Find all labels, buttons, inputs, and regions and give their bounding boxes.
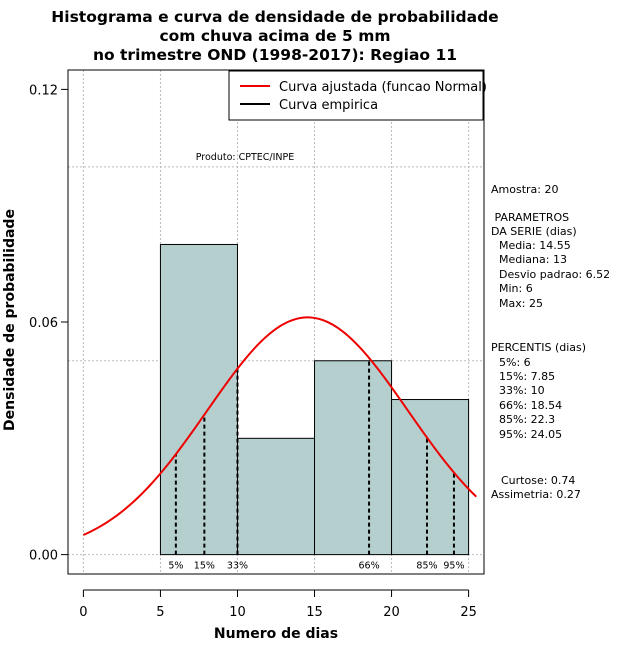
x-tick-label: 15	[306, 605, 323, 620]
percentile-label: 95%	[443, 561, 464, 572]
x-tick-label: 5	[156, 605, 164, 620]
side-panel: Amostra: 20 PARAMETROS DA SERIE (dias) M…	[491, 183, 610, 501]
params-header-line-2: DA SERIE (dias)	[491, 225, 577, 238]
x-tick-label: 0	[79, 605, 87, 620]
y-tick-label: 0.12	[29, 83, 58, 98]
normal-curve-path	[82, 316, 478, 536]
histogram-bars	[159, 243, 470, 556]
params-header-line-1: PARAMETROS	[491, 211, 569, 224]
y-axis-title: Densidade de probabilidade	[2, 209, 18, 431]
param-media: Media: 14.55	[499, 239, 571, 252]
legend-box	[228, 70, 484, 121]
histogram-bar	[314, 360, 393, 556]
x-tick-label: 25	[460, 605, 477, 620]
percentile-label: 33%	[227, 561, 248, 572]
histogram-bar	[159, 243, 238, 556]
percentile-label: 85%	[416, 561, 437, 572]
curtose: Curtose: 0.74	[501, 474, 575, 487]
credit-text: Produto: CPTEC/INPE	[196, 152, 295, 163]
histogram-bar	[391, 399, 470, 556]
y-tick-label: 0.06	[29, 316, 58, 331]
x-tick-label: 10	[229, 605, 246, 620]
normal-curve	[82, 316, 478, 536]
percentil-15: 15%: 7.85	[499, 370, 555, 383]
percentile-markers: 5% 15% 33% 66% 85% 95%	[168, 357, 465, 572]
axes: 0 5 10 15 20 25 0.00 0.06 0.12	[29, 83, 477, 620]
assimetria: Assimetria: 0.27	[491, 488, 581, 501]
sample-size: Amostra: 20	[491, 183, 558, 196]
x-axis-title: Numero de dias	[214, 626, 338, 642]
param-desvio: Desvio padrao: 6.52	[499, 268, 610, 281]
percentile-label: 5%	[168, 561, 183, 572]
chart-title-line-3: no trimestre OND (1998-2017): Regiao 11	[93, 46, 457, 64]
y-tick-label: 0.00	[29, 549, 58, 564]
percentile-label: 15%	[194, 561, 215, 572]
param-min: Min: 6	[499, 282, 533, 295]
percentil-66: 66%: 18.54	[499, 399, 562, 412]
percentil-5: 5%: 6	[499, 356, 531, 369]
percentil-33: 33%: 10	[499, 384, 545, 397]
legend-label-normal: Curva ajustada (funcao Normal)	[279, 80, 487, 95]
legend-label-empirical: Curva empirica	[279, 98, 378, 113]
percentil-95: 95%: 24.05	[499, 428, 562, 441]
percentis-header: PERCENTIS (dias)	[491, 341, 586, 354]
param-mediana: Mediana: 13	[499, 253, 567, 266]
percentil-85: 85%: 22.3	[499, 413, 555, 426]
chart-title-line-2: com chuva acima de 5 mm	[159, 27, 390, 45]
param-max: Max: 25	[499, 297, 543, 310]
histogram-bar	[236, 437, 316, 556]
chart-title-line-1: Histograma e curva de densidade de proba…	[51, 8, 498, 26]
percentile-label: 66%	[358, 561, 379, 572]
legend: Curva ajustada (funcao Normal) Curva emp…	[228, 70, 487, 121]
x-tick-label: 20	[383, 605, 400, 620]
